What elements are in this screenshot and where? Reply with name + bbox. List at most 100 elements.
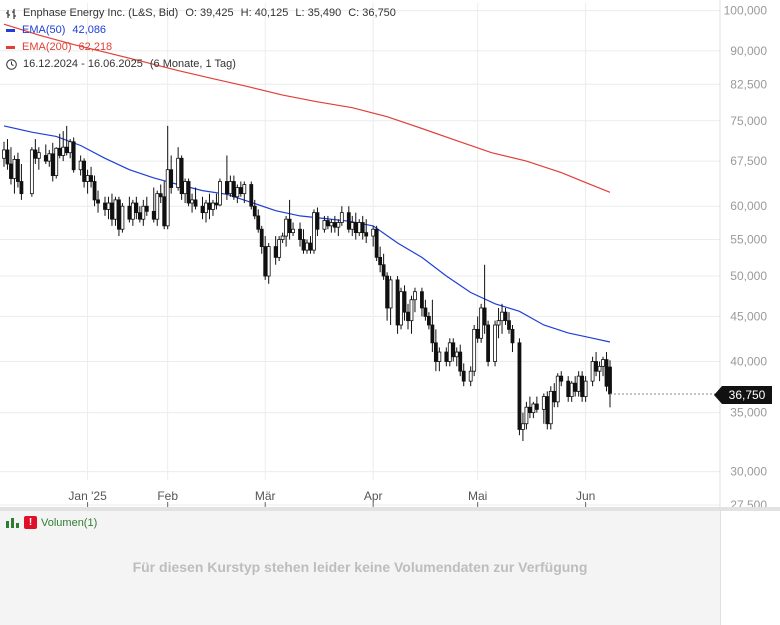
candle-body <box>524 406 529 425</box>
candle <box>566 376 571 402</box>
candle-body <box>493 324 497 362</box>
candle-body <box>597 365 602 372</box>
candle-body <box>437 351 442 362</box>
candle <box>374 225 379 262</box>
legend-high: H: 40,125 <box>240 7 289 19</box>
candle-body <box>179 157 184 195</box>
candle <box>82 158 87 188</box>
candle-body <box>385 275 390 309</box>
candle-body <box>388 279 393 309</box>
legend-ohlc-row: Enphase Energy Inc. (L&S, Bid) O: 39,425… <box>6 5 403 22</box>
candle-body <box>155 193 160 220</box>
y-tick-label: 27,500 <box>730 498 767 507</box>
candle-body <box>16 159 20 182</box>
candle-body <box>68 141 73 154</box>
price-panel[interactable]: 100,000 90,000 82,500 75,000 67,500 60,000 55,… <box>0 0 780 507</box>
candle <box>517 338 522 436</box>
candle <box>510 324 515 353</box>
warning-icon[interactable]: ! <box>24 516 37 529</box>
candle-body <box>19 181 24 195</box>
candle <box>231 175 236 200</box>
candle <box>96 190 100 213</box>
candle-body <box>444 351 449 362</box>
panel-divider[interactable] <box>0 507 780 511</box>
candle <box>19 163 24 200</box>
y-tick-label: 45,000 <box>730 309 767 323</box>
candle <box>256 209 261 233</box>
candle-body <box>312 212 316 251</box>
candle <box>322 215 327 233</box>
candle-body <box>451 342 456 358</box>
candle <box>43 144 48 164</box>
candle-body <box>447 342 452 362</box>
candle <box>298 222 302 247</box>
candle <box>545 391 550 430</box>
volume-title[interactable]: Volumen(1) <box>41 516 98 529</box>
y-tick-label: 30,000 <box>730 465 767 479</box>
candle-body <box>308 242 313 251</box>
candle-body <box>186 181 191 204</box>
candle <box>29 147 34 197</box>
legend-ema50-label[interactable]: EMA(50) <box>22 24 66 36</box>
candle-body <box>259 228 264 247</box>
candle-body <box>113 199 118 220</box>
last-price-badge: 36,750 <box>722 386 772 404</box>
candle <box>162 181 167 230</box>
candle <box>305 239 309 254</box>
candle-body <box>106 202 111 210</box>
candle-body <box>406 311 410 322</box>
price-badge-arrow <box>714 386 722 404</box>
candle-body <box>9 163 13 179</box>
candle-body <box>604 359 609 387</box>
candle <box>176 147 181 191</box>
candle <box>534 396 539 413</box>
candle-body <box>339 212 344 223</box>
candle <box>235 184 240 204</box>
candle <box>402 285 407 321</box>
legend-ema200-label[interactable]: EMA(200) <box>22 41 72 53</box>
candle <box>461 363 466 387</box>
candle-body <box>486 324 491 362</box>
candle <box>458 344 463 377</box>
candle-body <box>555 375 560 403</box>
candle-body <box>332 222 337 228</box>
candle-body <box>583 380 588 397</box>
candle-body <box>54 147 59 176</box>
legend-range-row[interactable]: 16.12.2024 - 16.06.2025 (6 Monate, 1 Tag… <box>6 56 403 73</box>
legend-open: O: 39,425 <box>185 7 234 19</box>
candle <box>252 199 257 220</box>
candle-body <box>399 291 403 326</box>
candle-body <box>193 199 198 207</box>
legend-instrument[interactable]: Enphase Energy Inc. (L&S, Bid) <box>23 7 179 19</box>
candle <box>89 166 93 188</box>
candle-body <box>252 205 257 217</box>
candle-body <box>5 149 10 165</box>
candle-body <box>61 146 66 156</box>
candle <box>353 212 358 240</box>
legend-date-range[interactable]: 16.12.2024 - 16.06.2025 <box>23 58 143 70</box>
candle <box>50 142 55 182</box>
candle <box>336 219 341 237</box>
y-tick-label: 60,000 <box>730 199 767 213</box>
candle-body <box>531 403 536 414</box>
candle <box>249 181 254 210</box>
candle <box>426 312 431 330</box>
volume-axis <box>720 511 780 625</box>
candle <box>531 401 536 419</box>
candle <box>541 393 546 424</box>
candle <box>437 347 442 372</box>
candle-body <box>475 328 480 339</box>
candle-body <box>134 202 139 214</box>
legend-ema200-row[interactable]: EMA(200) 62,218 <box>6 39 403 56</box>
candle <box>2 141 6 167</box>
candle-body <box>336 222 341 228</box>
candle-body <box>594 361 598 372</box>
candle <box>284 215 289 247</box>
candle <box>447 338 452 367</box>
candle-body <box>207 202 212 210</box>
candle-body <box>346 212 351 230</box>
legend-ema50-row[interactable]: EMA(50) 42,086 <box>6 22 403 39</box>
candle-body <box>315 212 320 230</box>
candle <box>190 193 194 213</box>
